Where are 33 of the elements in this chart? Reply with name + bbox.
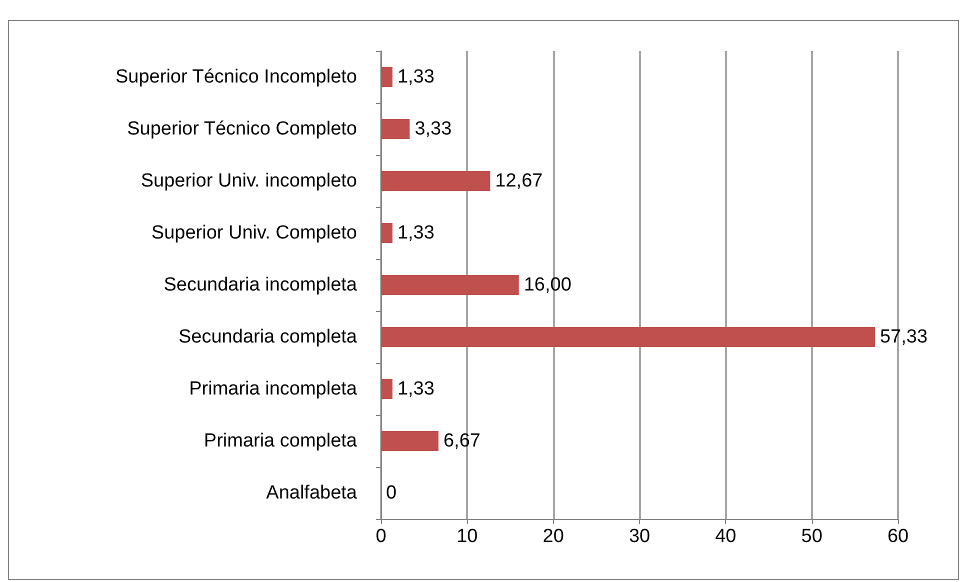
y-tick-label: Secundaria completa: [178, 326, 358, 348]
x-tick-label: 60: [887, 526, 909, 547]
data-label: 6,67: [443, 430, 480, 452]
y-tick-label: Primaria incompleta: [189, 378, 358, 400]
x-tick-label: 20: [542, 526, 564, 547]
bar: [381, 67, 392, 87]
data-label: 1,33: [397, 66, 434, 88]
data-label: 57,33: [880, 326, 928, 348]
x-tick-label: 50: [801, 526, 822, 547]
data-label: 1,33: [397, 378, 434, 400]
x-tick-label: 10: [456, 526, 478, 547]
data-label: 3,33: [414, 118, 452, 140]
bar: [381, 379, 392, 399]
x-tick-label: 40: [715, 526, 736, 547]
data-label: 1,33: [397, 222, 434, 244]
y-tick-label: Superior Univ. incompleto: [140, 170, 357, 192]
y-tick-label: Secundaria incompleta: [164, 274, 358, 296]
y-tick-label: Analfabeta: [266, 482, 358, 504]
bar: [381, 275, 519, 295]
bar: [381, 171, 490, 191]
x-tick-label: 0: [376, 526, 386, 547]
bar: [381, 119, 410, 139]
x-tick-label: 30: [628, 526, 650, 547]
bar: [381, 327, 875, 347]
bar: [381, 431, 438, 451]
bar: [381, 223, 392, 243]
data-label: 12,67: [495, 170, 543, 192]
y-tick-label: Superior Técnico Completo: [127, 118, 357, 140]
y-tick-label: Superior Técnico Incompleto: [116, 66, 357, 88]
y-tick-label: Primaria completa: [204, 430, 358, 452]
data-label: 0: [386, 482, 397, 504]
data-label: 16,00: [524, 274, 572, 296]
y-tick-label: Superior Univ. Completo: [151, 222, 357, 244]
